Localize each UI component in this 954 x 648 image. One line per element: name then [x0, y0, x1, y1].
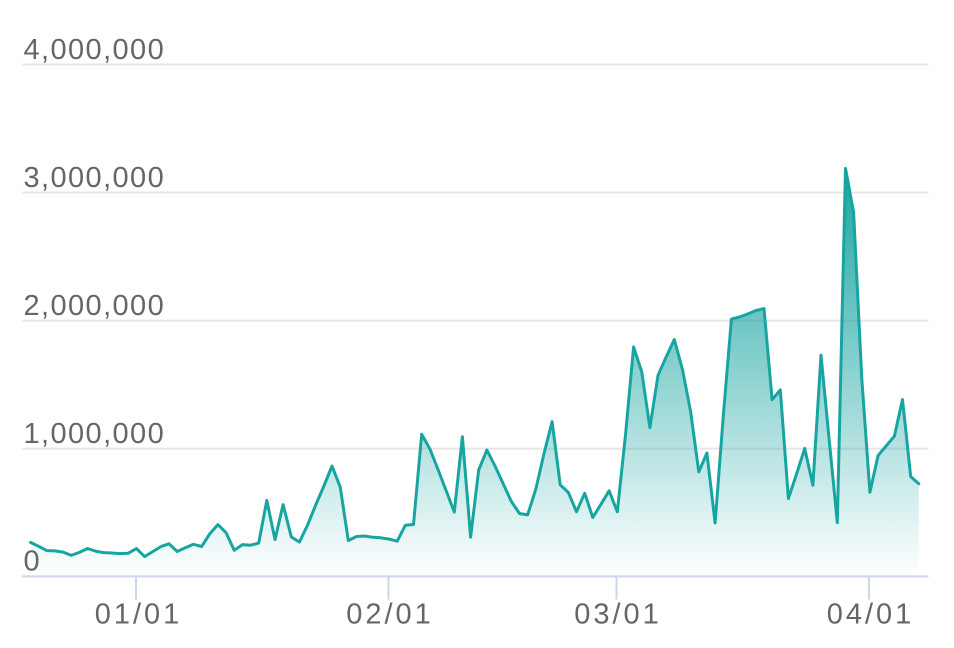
svg-text:2,000,000: 2,000,000	[24, 290, 166, 322]
svg-text:04/01: 04/01	[827, 599, 915, 631]
svg-text:02/01: 02/01	[346, 599, 434, 631]
svg-text:0: 0	[24, 546, 42, 578]
svg-text:1,000,000: 1,000,000	[24, 418, 166, 450]
svg-text:4,000,000: 4,000,000	[24, 34, 166, 66]
svg-text:01/01: 01/01	[95, 599, 183, 631]
svg-text:3,000,000: 3,000,000	[24, 162, 166, 194]
svg-text:03/01: 03/01	[574, 599, 662, 631]
